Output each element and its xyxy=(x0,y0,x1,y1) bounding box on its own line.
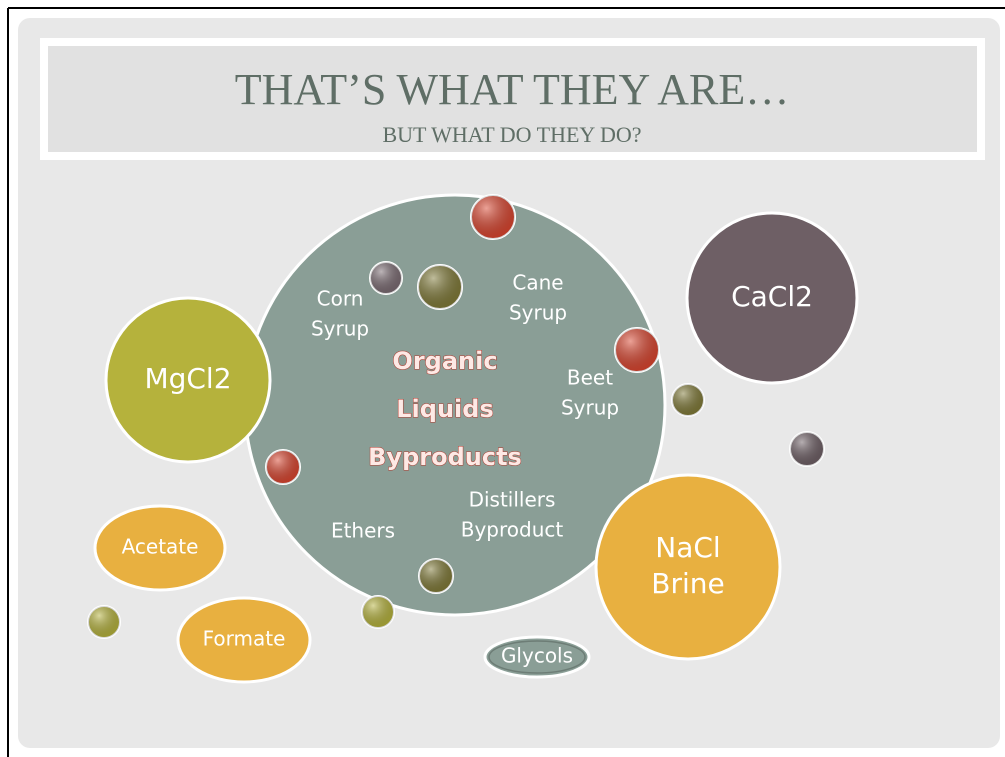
inner-label: Syrup xyxy=(311,317,369,341)
small-balls xyxy=(87,194,825,639)
bubble-ring xyxy=(488,640,586,674)
inner-label: Ethers xyxy=(331,519,395,543)
inner-label: Syrup xyxy=(509,301,567,325)
center-label: Liquids xyxy=(396,395,493,423)
bubble-label: MgCl2 xyxy=(144,362,231,395)
bubble xyxy=(93,504,227,592)
bubble-label: Brine xyxy=(651,567,724,600)
inner-label: Syrup xyxy=(561,396,619,420)
bubble-label: CaCl2 xyxy=(731,280,813,313)
inner-label: Beet xyxy=(567,366,613,390)
bubble xyxy=(685,211,859,385)
bubble xyxy=(176,596,312,684)
title-band xyxy=(48,46,977,152)
inner-label: Distillers xyxy=(469,488,556,512)
bubble-label: NaCl xyxy=(655,531,720,564)
inner-label: Cane xyxy=(512,271,563,295)
bubble-label: Formate xyxy=(203,627,286,651)
bubble xyxy=(594,473,782,661)
center-label: Byproducts xyxy=(368,443,522,471)
subtitle: BUT WHAT DO THEY DO? xyxy=(382,122,641,147)
title: THAT’S WHAT THEY ARE… xyxy=(235,65,790,114)
bubble xyxy=(483,635,591,679)
inner-label: Corn xyxy=(317,287,364,311)
bubble xyxy=(104,296,272,464)
inner-label: Byproduct xyxy=(461,518,564,542)
bubble-label: Glycols xyxy=(501,644,573,668)
center-label: Organic xyxy=(392,347,497,375)
bubble-label: Acetate xyxy=(122,535,199,559)
